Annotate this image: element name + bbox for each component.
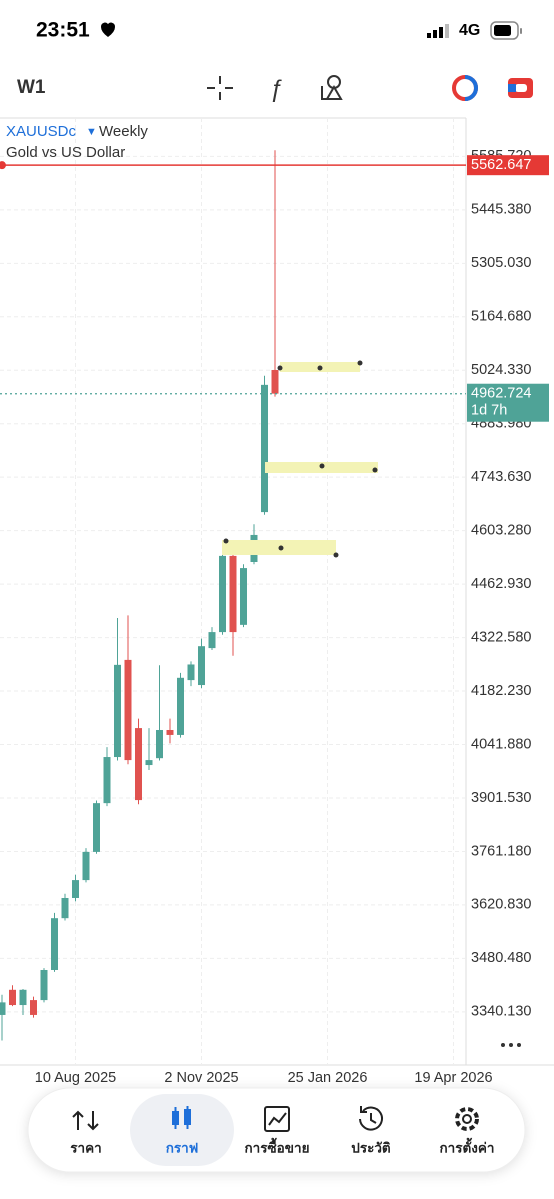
nav-label[interactable]: กราฟ <box>166 1141 199 1156</box>
network: 4G <box>459 22 480 39</box>
candle-body <box>208 632 216 649</box>
heart-icon <box>100 22 116 37</box>
y-axis: 5585.7205445.3805305.0305164.6805024.330… <box>35 148 532 1086</box>
candle-body <box>51 918 58 970</box>
candle-body <box>229 555 237 633</box>
price-tag <box>467 383 549 422</box>
nav-label[interactable]: การตั้งค่า <box>440 1138 495 1156</box>
nav-icon <box>172 1106 191 1129</box>
symbol[interactable]: XAUUSDc <box>6 123 77 140</box>
period: Weekly <box>99 123 148 140</box>
candle-body <box>240 568 247 625</box>
candle-body <box>61 897 69 919</box>
drawings <box>222 360 378 558</box>
battery-icon <box>490 21 522 40</box>
y-tick-label: 4462.930 <box>471 576 531 592</box>
y-tick-label: 4041.880 <box>471 736 531 752</box>
indicators-button[interactable]: ƒ <box>269 75 282 102</box>
nav-label[interactable]: ราคา <box>70 1141 101 1156</box>
timeframe[interactable]: W1 <box>17 77 46 98</box>
nav-icon <box>455 1107 479 1131</box>
x-tick-label: 25 Jan 2026 <box>288 1070 368 1086</box>
candle-body <box>9 989 16 1006</box>
candle-body <box>145 760 153 766</box>
candle-body <box>19 989 27 1006</box>
crosshair-button[interactable] <box>207 76 233 100</box>
y-tick-label: 5305.030 <box>471 255 531 271</box>
candle-body <box>166 729 174 735</box>
price-tag <box>467 155 549 176</box>
app-icon[interactable] <box>452 75 478 101</box>
y-tick-label: 5445.380 <box>471 202 531 218</box>
trade-icon[interactable] <box>508 78 533 98</box>
candle-body <box>82 851 90 881</box>
candle-body <box>103 757 111 804</box>
description: Gold vs US Dollar <box>6 144 125 161</box>
x-tick-label: 2 Nov 2025 <box>164 1070 238 1086</box>
nav-icon <box>72 1110 99 1131</box>
y-tick-label: 3620.830 <box>471 897 531 913</box>
y-tick-label: 5164.680 <box>471 309 531 325</box>
y-tick-label: 3761.180 <box>471 843 531 859</box>
candle-body <box>156 729 163 759</box>
price-line-handle <box>0 161 6 170</box>
candle-body <box>177 677 184 735</box>
nav-label[interactable]: การซื้อขาย <box>245 1138 310 1156</box>
y-tick-label: 4322.580 <box>471 629 531 645</box>
candle-body <box>271 369 279 394</box>
x-tick-label: 19 Apr 2026 <box>414 1070 492 1086</box>
nav-active-bg <box>130 1094 234 1166</box>
symbol-dropdown[interactable]: ▼ <box>86 126 97 138</box>
candle-body <box>114 664 121 758</box>
countdown: 1d 7h <box>471 403 507 419</box>
clock: 23:51 <box>36 19 90 42</box>
candle-body <box>72 880 79 898</box>
x-tick-label: 10 Aug 2025 <box>35 1070 116 1086</box>
signal-icon <box>427 24 449 38</box>
candle-body <box>40 969 48 1001</box>
nav-icon <box>264 1106 290 1132</box>
objects-button[interactable] <box>321 75 343 100</box>
candle-body <box>124 659 132 761</box>
grid <box>0 118 466 1065</box>
price-tag-label: 4962.724 <box>471 386 531 402</box>
y-tick-label: 4603.280 <box>471 522 531 538</box>
y-tick-label: 4743.630 <box>471 469 531 485</box>
y-tick-label: 3901.530 <box>471 790 531 806</box>
candle-body <box>0 1002 6 1015</box>
more-button[interactable] <box>501 1043 521 1047</box>
candle-body <box>93 803 100 852</box>
nav-icon <box>359 1106 383 1131</box>
candle-body <box>30 1000 37 1015</box>
nav-label[interactable]: ประวัติ <box>351 1141 391 1156</box>
y-tick-label: 3340.130 <box>471 1004 531 1020</box>
candle-body <box>198 646 205 686</box>
candle-body <box>261 384 268 513</box>
price-tag-label: 5562.647 <box>471 157 531 173</box>
y-tick-label: 5024.330 <box>471 362 531 378</box>
y-tick-label: 4182.230 <box>471 683 531 699</box>
candle-body <box>219 555 226 633</box>
nav-items: ราคา กราฟ การซื้อขาย ประวัติ การตั้งค่า <box>70 1094 494 1166</box>
candle-body <box>135 728 142 801</box>
candles <box>0 150 279 1041</box>
y-tick-label: 3480.480 <box>471 950 531 966</box>
candle-body <box>187 664 195 681</box>
